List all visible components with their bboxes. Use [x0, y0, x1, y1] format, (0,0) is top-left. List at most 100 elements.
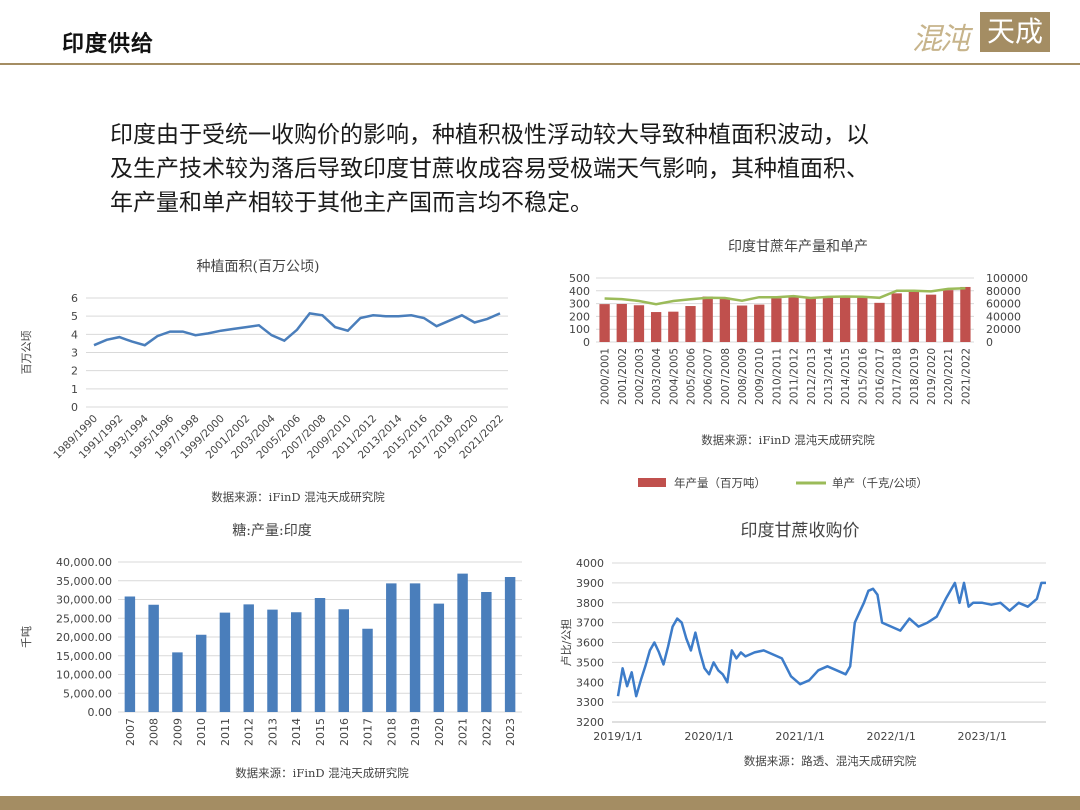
bar	[599, 304, 610, 342]
bar	[874, 302, 885, 342]
y-tick-label-left: 300	[569, 298, 590, 311]
x-tick-label: 2001/2002	[617, 348, 629, 405]
bar	[685, 306, 696, 342]
y-tick-label: 3600	[576, 637, 604, 650]
chart-production-yield: 印度甘蔗年产量和单产 0 100 200 300 400 500 0 20000 40000 600…	[540, 225, 1080, 500]
bar	[409, 583, 421, 712]
bar	[267, 609, 278, 712]
bar	[616, 303, 627, 342]
x-tick-label: 2023/1/1	[958, 730, 1007, 743]
source-note: 数据来源：路透、混沌天成研究院	[744, 754, 917, 768]
y-tick-label-left: 400	[569, 285, 590, 298]
page-title: 印度供给	[62, 32, 155, 57]
x-tick-label: 2014	[290, 718, 303, 746]
y-tick-label-right: 40000	[986, 310, 1021, 323]
x-tick-label: 2013/2014	[823, 348, 835, 405]
bar	[386, 583, 397, 712]
x-tick-label: 2010	[195, 718, 208, 746]
chart-planting-area: 种植面积(百万公顷) 0 1 2 3 4 5 6 百万公顷 1989/1990 1991/1992 1…	[0, 240, 540, 510]
y-tick-label: 1	[71, 383, 78, 396]
bar	[702, 296, 713, 342]
x-tick-label: 2008/2009	[737, 348, 749, 405]
x-tick-label: 2002/2003	[634, 348, 646, 405]
y-tick-label: 35,000.00	[56, 575, 112, 588]
chart-title: 种植面积(百万公顷)	[197, 259, 320, 275]
x-tick-label: 2003/2004	[651, 348, 663, 405]
y-tick-label: 4	[71, 328, 78, 341]
bar	[219, 612, 231, 712]
x-tick-label: 2019/1/1	[593, 730, 642, 743]
y-tick-label: 0	[71, 401, 78, 414]
chart-title: 印度甘蔗收购价	[741, 521, 860, 541]
y-tick-label: 10,000.00	[56, 669, 112, 682]
x-tick-label: 2011/2012	[789, 348, 801, 405]
chart-title: 糖:产量:印度	[232, 523, 311, 539]
chart-cane-price: 印度甘蔗收购价 3200 3300 3400 3500 3600 3700 3800 3900 4…	[540, 512, 1080, 792]
y-axis-label: 卢比/公担	[559, 619, 573, 667]
y-tick-label: 5,000.00	[63, 687, 112, 700]
y-tick-label: 3	[71, 347, 78, 360]
chart-sugar-production: 糖:产量:印度 0.00 5,000.00 10,000.00 15,000.00 20,…	[0, 512, 540, 792]
chart-title: 印度甘蔗年产量和单产	[728, 239, 868, 255]
y-axis-label: 千吨	[20, 626, 33, 648]
y-tick-label: 6	[71, 292, 78, 305]
x-tick-label: 2020/2021	[943, 348, 955, 405]
x-tick-label: 2023	[504, 718, 517, 746]
y-tick-label: 3200	[576, 716, 604, 729]
source-note: 数据来源：iFinD 混沌天成研究院	[211, 490, 385, 504]
series-line	[93, 312, 501, 347]
y-tick-label-left: 0	[583, 336, 590, 349]
logo-box: 天成	[980, 12, 1050, 52]
intro-line: 年产量和单产相较于其他主产国而言均不稳定。	[110, 190, 593, 216]
intro-line: 及生产技术较为落后导致印度甘蔗收成容易受极端天气影响，其种植面积、	[110, 156, 869, 182]
y-tick-label: 3300	[576, 696, 604, 709]
bar	[857, 297, 868, 342]
x-tick-label: 2005/2006	[686, 348, 698, 405]
bar	[338, 609, 349, 712]
y-tick-label-left: 100	[569, 323, 590, 336]
y-tick-label-right: 100000	[986, 272, 1028, 285]
x-tick-label: 2000/2001	[600, 348, 612, 405]
x-tick-label: 2006/2007	[703, 348, 715, 405]
source-note: 数据来源：iFinD 混沌天成研究院	[701, 433, 875, 447]
x-tick-label: 2022	[480, 718, 493, 746]
x-tick-label: 2009	[171, 718, 184, 746]
x-tick-label: 2007	[124, 718, 137, 746]
bar	[925, 294, 937, 342]
bar	[314, 598, 326, 712]
x-tick-label: 2021	[457, 718, 470, 746]
bar	[736, 305, 748, 342]
x-tick-label: 2019/2020	[926, 348, 938, 405]
x-tick-label: 2018	[385, 718, 398, 746]
y-tick-label: 0.00	[88, 706, 113, 719]
y-tick-label: 2	[71, 365, 78, 378]
company-logo: 混沌 天成	[912, 10, 1052, 57]
bar	[481, 592, 492, 712]
y-tick-label: 5	[71, 310, 78, 323]
bar	[668, 311, 679, 342]
x-tick-label: 2016/2017	[875, 348, 887, 405]
x-tick-label: 2017/2018	[892, 348, 904, 405]
bar	[124, 596, 136, 712]
bar	[457, 573, 468, 712]
y-tick-label: 30,000.00	[56, 594, 112, 607]
x-tick-label: 2019	[409, 718, 422, 746]
y-tick-label-right: 20000	[986, 323, 1021, 336]
legend-label-production: 年产量（百万吨）	[674, 476, 766, 490]
logo-script: 混沌	[912, 22, 970, 57]
footer-bar	[0, 796, 1080, 810]
bar	[195, 634, 207, 712]
x-tick-label: 2013	[266, 718, 279, 746]
x-tick-label: 2012/2013	[806, 348, 818, 405]
x-tick-label: 2009/2010	[754, 348, 766, 405]
x-tick-label: 2004/2005	[668, 348, 680, 405]
x-tick-label: 2015/2016	[857, 348, 869, 405]
bar	[788, 295, 799, 342]
intro-line: 印度由于受统一收购价的影响，种植积极性浮动较大导致种植面积波动，以	[110, 122, 869, 148]
bar	[891, 293, 902, 342]
bar	[943, 290, 954, 342]
chart-cane-price-svg: 印度甘蔗收购价 3200 3300 3400 3500 3600 3700 3800 3900 4…	[559, 521, 1046, 768]
y-tick-label: 3900	[576, 577, 604, 590]
intro-paragraph: 印度由于受统一收购价的影响，种植积极性浮动较大导致种植面积波动，以 及生产技术较…	[110, 118, 1010, 220]
header-divider	[0, 63, 1080, 65]
